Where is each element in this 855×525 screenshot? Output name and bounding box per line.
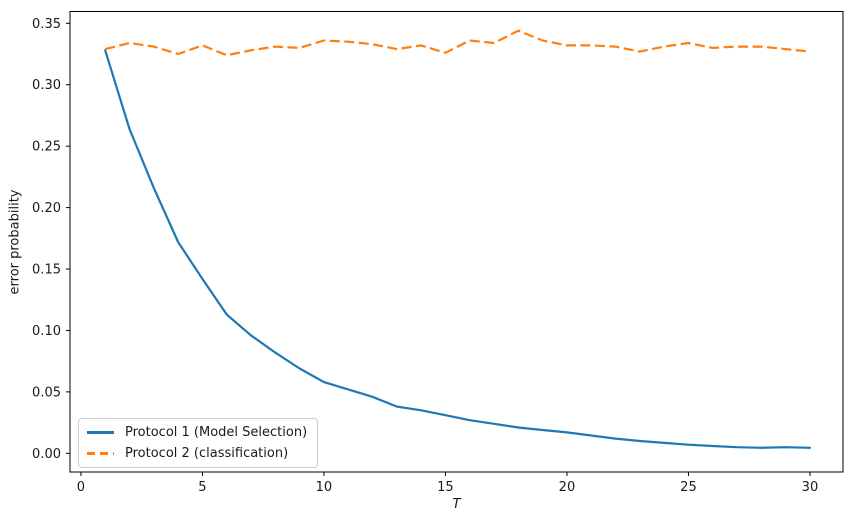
x-tick-label: 10 bbox=[316, 480, 333, 495]
x-tick-label: 5 bbox=[198, 480, 206, 495]
x-tick-label: 25 bbox=[680, 480, 697, 495]
y-tick-label: 0.15 bbox=[32, 263, 61, 278]
axes-spines bbox=[69, 11, 844, 473]
x-tick-label: 15 bbox=[437, 480, 454, 495]
series-line-protocol-2-classification bbox=[104, 29, 811, 57]
x-tick-label: 30 bbox=[802, 480, 819, 495]
x-axis-label: T bbox=[452, 496, 461, 512]
y-axis-label: error probability bbox=[7, 189, 23, 295]
legend-line-sample-dashed bbox=[87, 452, 114, 455]
y-tick-label: 0.35 bbox=[32, 17, 61, 32]
y-tick-label: 0.00 bbox=[32, 447, 61, 462]
y-tick-label: 0.10 bbox=[32, 324, 61, 339]
legend-label-protocol-2: Protocol 2 (classification) bbox=[125, 446, 289, 461]
x-tick-label: 0 bbox=[77, 480, 85, 495]
y-tick-label: 0.20 bbox=[32, 201, 61, 216]
y-tick-label: 0.25 bbox=[32, 140, 61, 155]
legend: Protocol 1 (Model Selection) Protocol 2 … bbox=[78, 418, 319, 468]
legend-entry-protocol-1: Protocol 1 (Model Selection) bbox=[87, 423, 307, 442]
series-line-protocol-1-model-selection bbox=[104, 49, 812, 449]
x-tick-label: 20 bbox=[559, 480, 576, 495]
legend-entry-protocol-2: Protocol 2 (classification) bbox=[87, 444, 307, 463]
legend-label-protocol-1: Protocol 1 (Model Selection) bbox=[125, 425, 308, 440]
legend-line-sample-solid bbox=[87, 431, 114, 434]
y-tick-label: 0.30 bbox=[32, 78, 61, 93]
y-tick-label: 0.05 bbox=[32, 385, 61, 400]
